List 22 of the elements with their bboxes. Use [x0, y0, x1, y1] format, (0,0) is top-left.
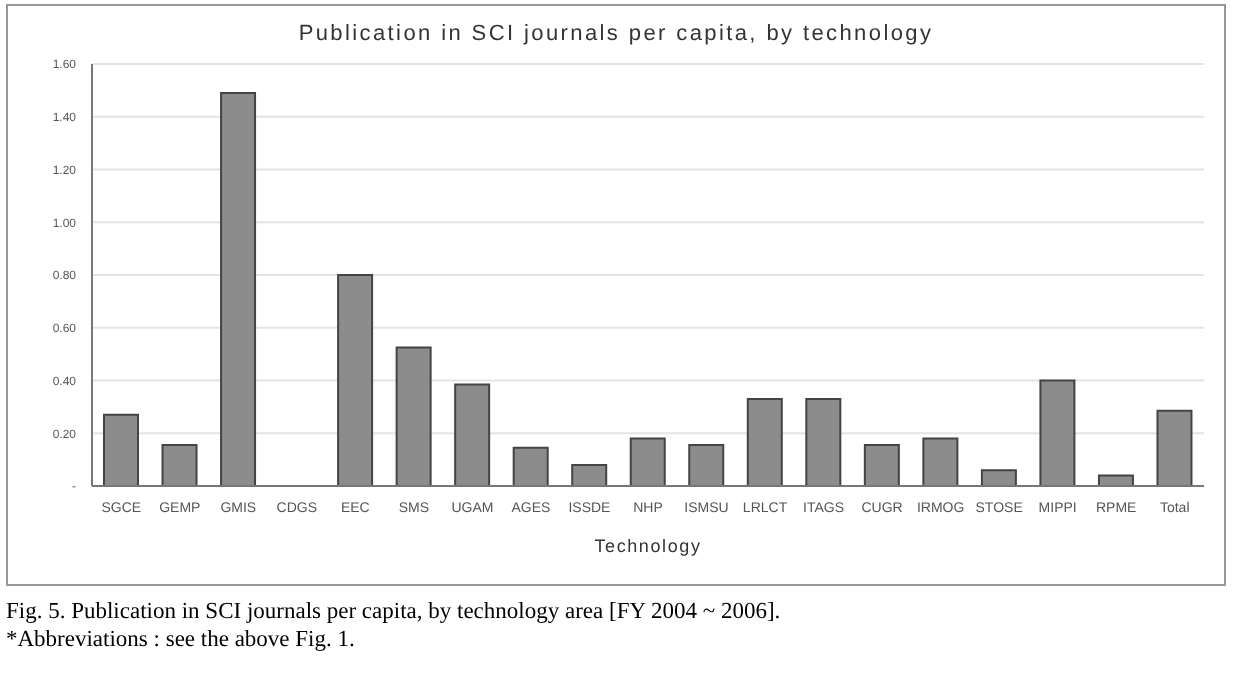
text: *Abbreviations : see the above Fig. 1.	[6, 626, 357, 654]
bar	[805, 397, 842, 486]
bar	[571, 463, 608, 486]
bar	[863, 444, 900, 486]
bar	[395, 346, 432, 486]
bar	[746, 397, 783, 486]
bar	[1039, 379, 1076, 486]
bar	[337, 274, 374, 486]
bar	[103, 413, 139, 486]
bar	[688, 444, 725, 486]
caption: Fig. 5. Publication in SCI journals per capita, by technology area [FY 2004 ~ 2006].	[6, 598, 783, 626]
bar	[980, 469, 1017, 486]
bar	[220, 92, 257, 486]
bar	[161, 444, 198, 486]
bar	[922, 437, 959, 486]
bar	[1156, 409, 1193, 486]
bar	[1097, 474, 1134, 486]
bar	[454, 383, 491, 486]
chart-title: Publication in SCI journals per capita, by technology	[296, 22, 936, 46]
x-axis-title: Technology	[594, 536, 702, 556]
bar	[512, 446, 549, 486]
bar	[629, 437, 666, 486]
